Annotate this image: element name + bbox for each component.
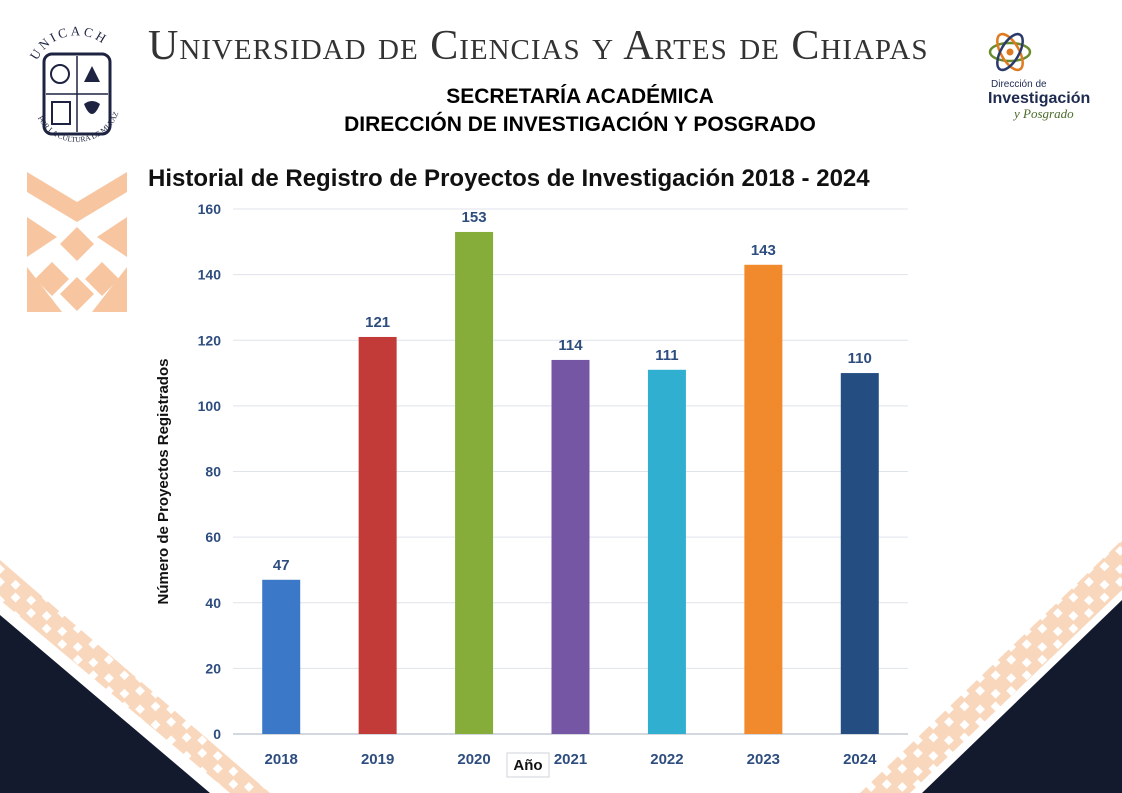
x-tick-label: 2022: [650, 751, 683, 768]
y-tick-label: 0: [213, 726, 221, 742]
bar-2018: [262, 579, 301, 734]
x-tick-label: 2019: [361, 751, 394, 768]
y-tick-label: 140: [198, 267, 222, 283]
data-label: 121: [365, 314, 390, 331]
data-label: 114: [558, 337, 583, 354]
chart-bars: [262, 231, 879, 734]
investigacion-logo: Dirección de Investigación y Posgrado: [978, 30, 1098, 130]
data-label: 111: [655, 347, 678, 364]
y-tick-label: 100: [198, 398, 222, 414]
bar-2023: [744, 264, 783, 734]
y-tick-label: 160: [198, 201, 222, 217]
secretaria-heading: SECRETARÍA ACADÉMICA: [446, 85, 714, 108]
x-axis-label: Año: [513, 757, 542, 774]
unicach-logo: UNICACH POR LA CULTURA DE MI RAZA: [19, 15, 132, 312]
y-tick-label: 40: [205, 595, 221, 611]
data-label: 110: [848, 350, 872, 367]
bar-2024: [840, 373, 879, 734]
x-tick-label: 2023: [747, 751, 780, 768]
logo-right-line3: y Posgrado: [1012, 106, 1074, 121]
bar-2021: [551, 359, 590, 734]
y-axis-label: Número de Proyectos Registrados: [155, 359, 172, 605]
direccion-heading: DIRECCIÓN DE INVESTIGACIÓN Y POSGRADO: [344, 113, 816, 136]
bottom-right-pattern: [860, 540, 1122, 793]
bottom-left-pattern: [0, 560, 270, 793]
bottom-left-navy-triangle: [0, 615, 210, 793]
university-name: Universidad de Ciencias y Artes de Chiap…: [148, 23, 929, 69]
y-tick-label: 120: [198, 332, 222, 348]
atom-icon: [988, 41, 1032, 63]
chart-title: Historial de Registro de Proyectos de In…: [148, 165, 870, 192]
x-tick-label: 2020: [457, 751, 490, 768]
logo-right-line2: Investigación: [988, 90, 1090, 107]
x-tick-label: 2021: [554, 751, 587, 768]
bar-2022: [647, 369, 686, 734]
bar-2019: [358, 336, 397, 734]
x-tick-label: 2024: [843, 751, 877, 768]
y-tick-label: 60: [205, 529, 221, 545]
y-tick-label: 20: [205, 660, 221, 676]
logo-right-line1: Dirección de: [991, 79, 1047, 90]
data-label: 153: [462, 209, 487, 226]
x-axis-label-box: [506, 752, 550, 778]
x-tick-label: 2018: [265, 751, 298, 768]
bar-2020: [455, 231, 494, 734]
data-label: 47: [273, 557, 290, 574]
bottom-right-navy-triangle: [922, 600, 1122, 793]
data-label: 143: [751, 242, 776, 259]
y-tick-label: 80: [205, 464, 221, 480]
chart-labels: 0 20 40 60 80 100 120 140 160 47 2018 121 2019 153 202…: [155, 201, 877, 778]
